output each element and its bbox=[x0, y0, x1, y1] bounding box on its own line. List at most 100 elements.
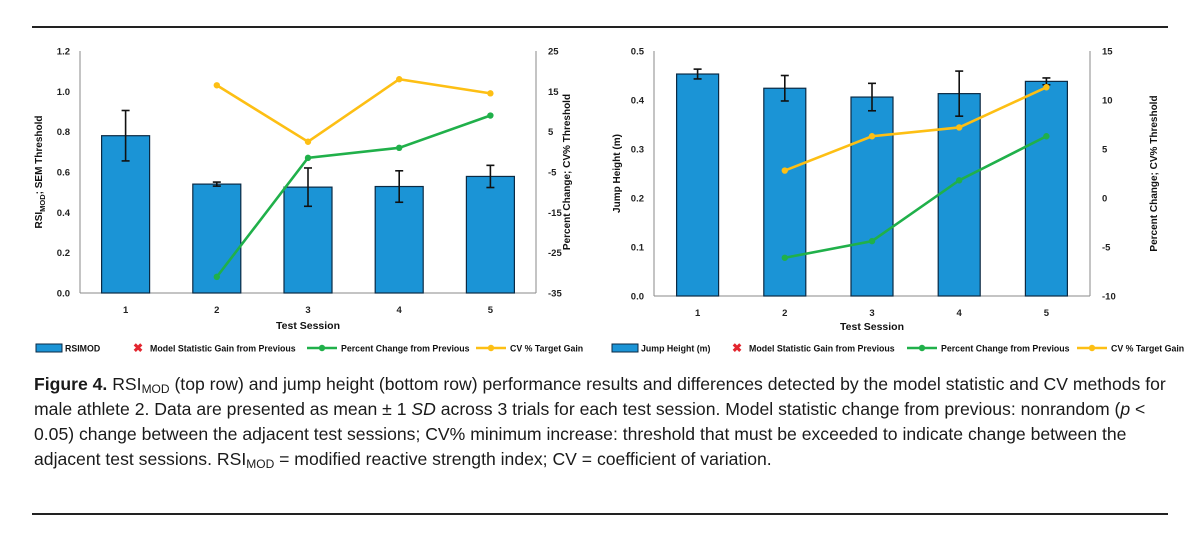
series-point bbox=[956, 124, 963, 131]
x-axis-title: Test Session bbox=[840, 321, 904, 333]
x-mark-icon: ✖ bbox=[133, 341, 143, 355]
legend-entry: Percent Change from Previous bbox=[307, 344, 470, 354]
caption-text-2: across 3 trials for each test session. M… bbox=[435, 399, 1121, 419]
x-tick-label: 5 bbox=[1044, 308, 1050, 319]
caption-text-1: (top row) and jump height (bottom row) p… bbox=[34, 374, 1166, 419]
y-tick-label: 0.2 bbox=[57, 248, 70, 259]
legend-entry: CV % Target Gain bbox=[1077, 344, 1184, 354]
x-tick-label: 5 bbox=[488, 305, 494, 316]
series-point bbox=[1043, 84, 1050, 91]
y-axis-title: RSIMOD; SEM Threshold bbox=[34, 115, 47, 228]
x-mark-icon: ✖ bbox=[732, 341, 742, 355]
y-tick-label: 1.0 bbox=[57, 87, 70, 98]
x-tick-label: 1 bbox=[695, 308, 701, 319]
y2-tick-label: 10 bbox=[1102, 96, 1113, 107]
y2-tick-label: 15 bbox=[548, 87, 559, 98]
y-axis-title-rest: ; SEM Threshold bbox=[34, 115, 45, 194]
legend-point-swatch bbox=[487, 344, 495, 352]
y2-tick-label: 15 bbox=[1102, 47, 1113, 58]
y-tick-label: 0.5 bbox=[631, 47, 645, 58]
x-tick-label: 3 bbox=[305, 305, 310, 316]
figure-label: Figure 4. bbox=[34, 374, 108, 394]
top-rule bbox=[32, 26, 1168, 28]
y-axis-title: Jump Height (m) bbox=[612, 134, 623, 213]
bar bbox=[1024, 80, 1069, 297]
series-point bbox=[868, 237, 876, 245]
caption-rsi-2: RSI bbox=[216, 449, 247, 469]
y-tick-label: 0.4 bbox=[57, 208, 71, 219]
y2-tick-label: 5 bbox=[548, 127, 554, 138]
y-tick-label: 0.0 bbox=[631, 292, 644, 303]
series-point bbox=[781, 167, 788, 174]
y2-tick-label: 5 bbox=[1102, 145, 1108, 156]
bar bbox=[763, 87, 807, 297]
y2-axis-title: Percent Change; CV% Threshold bbox=[1149, 95, 1160, 251]
series-point bbox=[781, 254, 788, 261]
y-axis-title-sub: MOD bbox=[38, 194, 47, 212]
y2-tick-label: -25 bbox=[548, 248, 562, 259]
y2-tick-label: -35 bbox=[548, 289, 562, 300]
series-point bbox=[396, 76, 403, 83]
y-axis-title-main: RSI bbox=[34, 212, 45, 229]
y-tick-label: 0.8 bbox=[57, 127, 70, 138]
bar bbox=[675, 73, 720, 297]
legend-label: Jump Height (m) bbox=[641, 344, 710, 354]
legend-label: CV % Target Gain bbox=[510, 344, 583, 354]
series-point bbox=[868, 133, 876, 140]
bar bbox=[937, 93, 981, 297]
series-point bbox=[213, 82, 220, 89]
series-point bbox=[396, 144, 403, 151]
legend-point-swatch bbox=[318, 344, 326, 352]
legend-entry: Jump Height (m) bbox=[611, 343, 710, 354]
legend-entry: RSIMOD bbox=[35, 343, 100, 354]
y-tick-label: 1.2 bbox=[57, 47, 70, 58]
caption-p: p bbox=[1120, 399, 1131, 419]
y2-tick-label: 25 bbox=[548, 47, 559, 58]
chart-2: 0.0 0.1 0.2 0.3 0.4 0.5 -10 -5 0 5 10 15 1 2 3 4 5 Test S… bbox=[611, 47, 1184, 355]
legend-label: Percent Change from Previous bbox=[341, 344, 470, 354]
legend-bar-swatch bbox=[35, 343, 63, 353]
series-line bbox=[784, 86, 1047, 172]
legend-bar-swatch bbox=[611, 343, 639, 353]
y-tick-label: 0.1 bbox=[631, 243, 645, 254]
caption-rsi: RSI bbox=[112, 374, 142, 394]
bar bbox=[850, 96, 894, 297]
y-tick-label: 0.4 bbox=[631, 96, 645, 107]
x-tick-label: 2 bbox=[214, 305, 219, 316]
y-tick-label: 0.2 bbox=[631, 194, 644, 205]
bar bbox=[374, 185, 424, 294]
y-tick-label: 0.6 bbox=[57, 168, 70, 179]
x-tick-label: 4 bbox=[957, 308, 963, 319]
y2-tick-label: -15 bbox=[548, 208, 562, 219]
y2-axis-title: Percent Change; CV% Threshold bbox=[562, 94, 573, 250]
series-point bbox=[956, 177, 963, 184]
y-tick-label: 0.0 bbox=[57, 289, 70, 300]
chart-1: 0.0 0.2 0.4 0.6 0.8 1.0 1.2 -35 -25 -15 -5 5 15 25 1 2 3… bbox=[34, 47, 583, 356]
x-tick-label: 1 bbox=[123, 305, 129, 316]
caption-sd: SD bbox=[411, 399, 436, 419]
series-line bbox=[784, 135, 1047, 260]
legend-entry: CV % Target Gain bbox=[476, 344, 583, 354]
caption-text-4: = modified reactive strength index; CV =… bbox=[274, 449, 772, 469]
legend-label: Percent Change from Previous bbox=[941, 344, 1070, 354]
legend-label: Model Statistic Gain from Previous bbox=[150, 344, 296, 354]
series-point bbox=[304, 154, 312, 162]
series-point bbox=[487, 90, 494, 97]
bar bbox=[465, 175, 515, 294]
legend-entry: ✖ Model Statistic Gain from Previous bbox=[133, 341, 296, 355]
legend-label: RSIMOD bbox=[65, 344, 100, 354]
y2-tick-label: 0 bbox=[1102, 194, 1107, 205]
x-tick-label: 2 bbox=[782, 308, 787, 319]
bar bbox=[100, 135, 151, 294]
caption-rsi-2-sub: MOD bbox=[246, 457, 275, 471]
series-point bbox=[1043, 133, 1050, 140]
y2-tick-label: -5 bbox=[548, 168, 557, 179]
legend-entry: Percent Change from Previous bbox=[907, 344, 1070, 354]
legend-label: CV % Target Gain bbox=[1111, 344, 1184, 354]
legend-entry: ✖ Model Statistic Gain from Previous bbox=[732, 341, 895, 355]
series-line bbox=[216, 77, 491, 144]
figure-caption: Figure 4. RSIMOD (top row) and jump heig… bbox=[34, 372, 1168, 472]
caption-rsi-sub: MOD bbox=[141, 382, 170, 396]
legend-label: Model Statistic Gain from Previous bbox=[749, 344, 895, 354]
